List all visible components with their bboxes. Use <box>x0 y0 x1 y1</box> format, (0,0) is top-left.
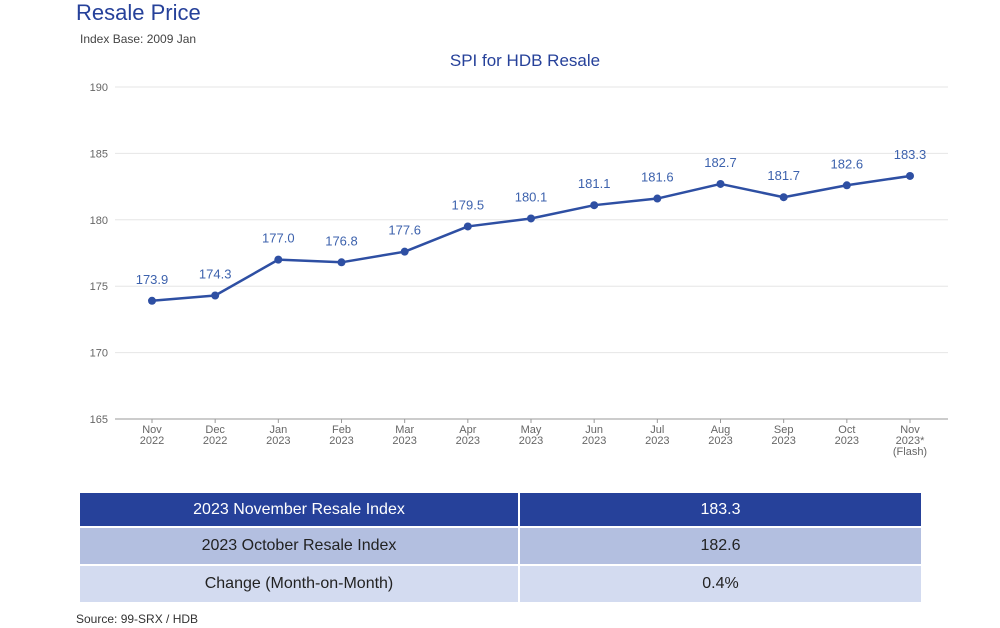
x-tick-label: Nov <box>900 424 920 436</box>
data-label: 176.8 <box>325 233 358 248</box>
x-tick-label: Jun <box>585 424 603 436</box>
x-tick-label: Dec <box>205 424 225 436</box>
x-tick-label: Oct <box>838 424 855 436</box>
data-point <box>716 179 725 188</box>
chart-title: SPI for HDB Resale <box>450 51 600 70</box>
data-point <box>906 171 914 180</box>
data-point <box>653 194 662 203</box>
index-summary-table: 2023 November Resale Index 183.3 2023 Oc… <box>78 491 923 604</box>
table-row: 2023 November Resale Index 183.3 <box>78 491 923 528</box>
data-label: 173.9 <box>136 272 169 287</box>
row-label: 2023 October Resale Index <box>78 526 520 566</box>
x-tick-label: 2022 <box>140 435 164 447</box>
y-tick-label: 175 <box>90 281 108 293</box>
data-point <box>148 296 156 305</box>
data-point <box>337 258 346 267</box>
y-tick-label: 165 <box>90 414 108 426</box>
x-tick-label: Nov <box>142 424 162 436</box>
x-tick-label: 2023 <box>708 435 732 447</box>
row-label: Change (Month-on-Month) <box>78 564 520 604</box>
data-point <box>211 291 220 300</box>
x-tick-label: 2023 <box>582 435 606 447</box>
page-title: Resale Price <box>76 0 201 25</box>
data-point <box>463 222 472 231</box>
x-tick-label: 2023* <box>896 435 925 447</box>
page-subtitle: Index Base: 2009 Jan <box>80 32 197 46</box>
x-tick-label: 2023 <box>392 435 416 447</box>
row-label: 2023 November Resale Index <box>78 491 520 528</box>
x-tick-label: 2023 <box>645 435 669 447</box>
x-tick-label: 2022 <box>203 435 227 447</box>
x-tick-label: 2023 <box>456 435 480 447</box>
y-tick-label: 180 <box>90 215 108 227</box>
row-value: 182.6 <box>518 526 923 566</box>
data-point <box>527 214 535 223</box>
x-tick-label: 2023 <box>266 435 290 447</box>
x-tick-label: 2023 <box>835 435 859 447</box>
data-label: 179.5 <box>452 197 485 212</box>
data-label: 182.7 <box>704 155 737 170</box>
data-label: 181.7 <box>767 168 800 183</box>
x-tick-label: Mar <box>395 424 414 436</box>
x-tick-label: Jan <box>269 424 287 436</box>
data-point <box>590 201 599 210</box>
x-tick-label: Jul <box>650 424 664 436</box>
data-label: 181.1 <box>578 176 611 191</box>
x-tick-label: Feb <box>332 424 351 436</box>
x-tick-label: Apr <box>459 424 476 436</box>
data-label: 180.1 <box>515 189 548 204</box>
x-tick-label: Sep <box>774 424 794 436</box>
y-tick-label: 185 <box>90 148 108 160</box>
data-point <box>274 255 283 264</box>
data-point <box>779 193 788 202</box>
data-label: 181.6 <box>641 170 674 185</box>
x-tick-label: 2023 <box>771 435 795 447</box>
data-point <box>842 181 851 190</box>
row-value: 183.3 <box>518 491 923 528</box>
data-label: 177.0 <box>262 231 295 246</box>
table-row: Change (Month-on-Month) 0.4% <box>78 564 923 604</box>
data-label: 174.3 <box>199 266 232 281</box>
x-tick-label: Aug <box>711 424 731 436</box>
change-value: 0.4% <box>518 564 923 604</box>
y-tick-label: 170 <box>90 348 108 360</box>
table-row: 2023 October Resale Index 182.6 <box>78 526 923 566</box>
data-label: 182.6 <box>831 156 864 171</box>
x-tick-label: (Flash) <box>893 446 927 458</box>
y-tick-label: 190 <box>90 82 108 94</box>
data-label: 183.3 <box>894 147 927 162</box>
x-tick-label: 2023 <box>519 435 543 447</box>
line-chart: SPI for HDB Resale165170175180185190Nov2… <box>90 51 948 458</box>
x-tick-label: May <box>521 424 542 436</box>
data-label: 177.6 <box>388 223 421 238</box>
source-note: Source: 99-SRX / HDB <box>76 612 199 626</box>
data-point <box>400 247 409 256</box>
x-tick-label: 2023 <box>329 435 353 447</box>
